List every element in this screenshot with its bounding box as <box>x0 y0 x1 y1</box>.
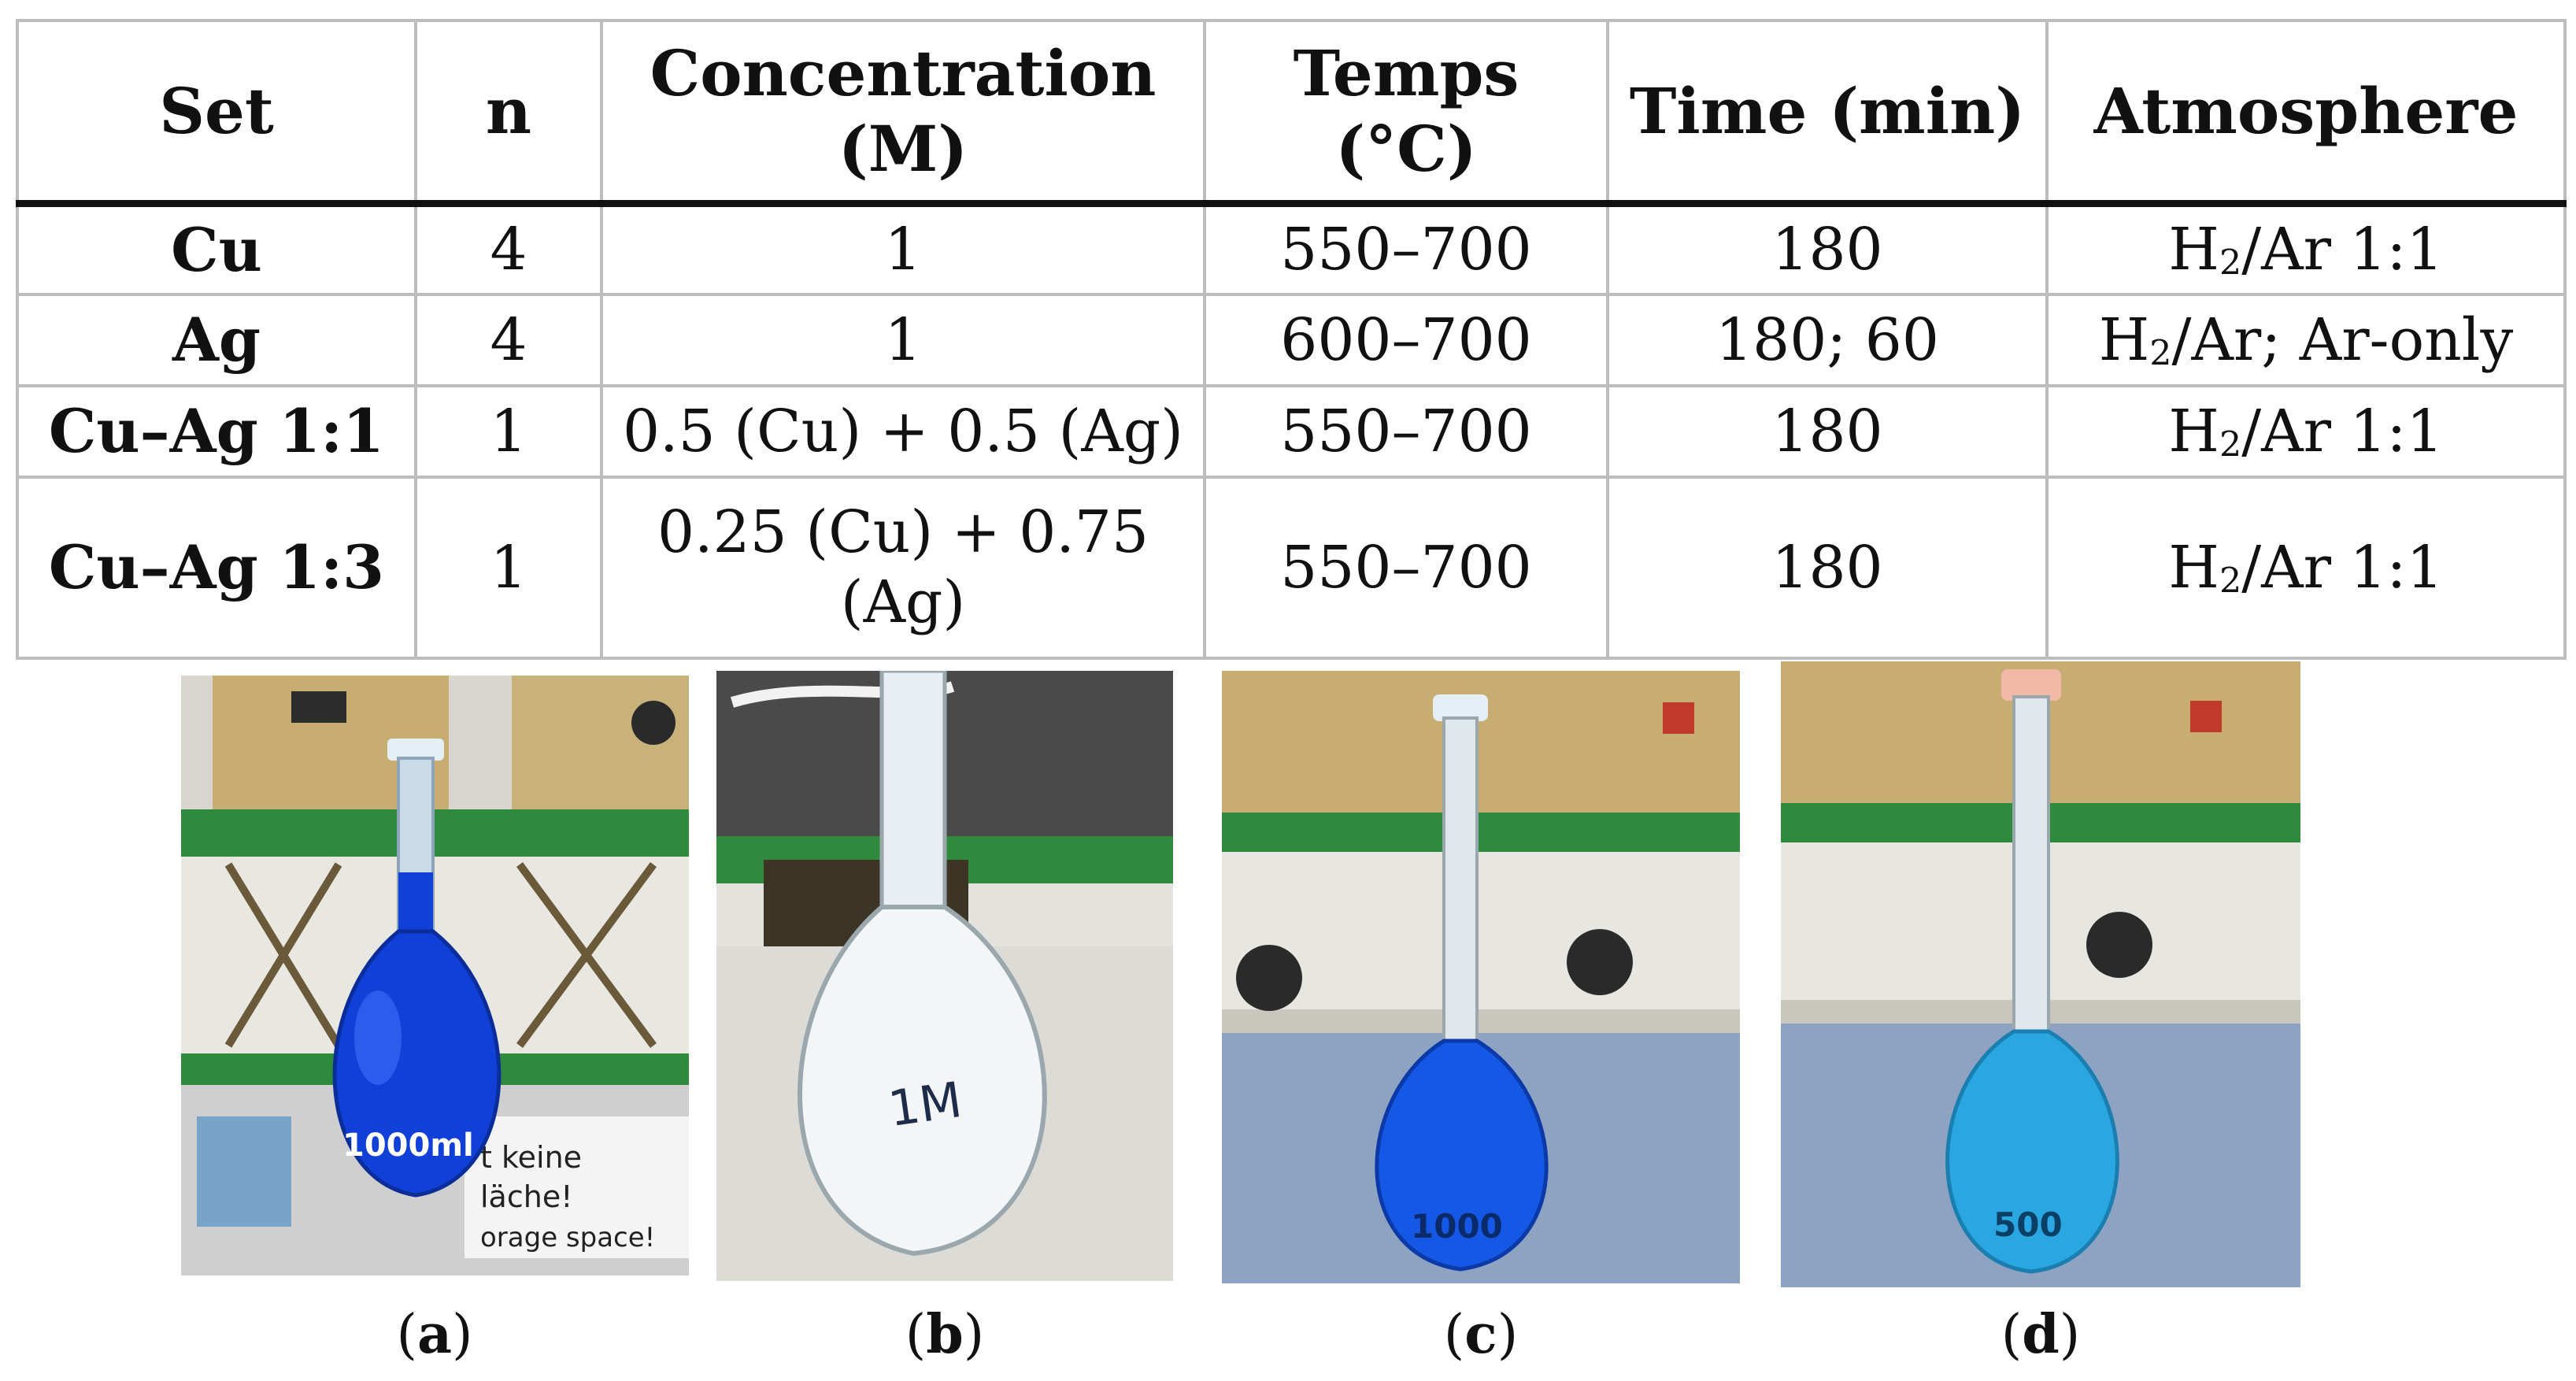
cell-atmosphere: H2/Ar; Ar-only <box>2045 293 2567 387</box>
cell-atmosphere: H2/Ar 1:1 <box>2045 384 2567 479</box>
photo-d-illustration: 500 <box>1781 661 2300 1287</box>
header-time: Time (min) <box>1606 19 2049 207</box>
caption-a-letter: a <box>416 1303 453 1366</box>
atm-sub: 2 <box>2219 561 2242 602</box>
cell-temps: 550–700 <box>1203 476 1609 660</box>
photo-d-light-blue-flask: 500 <box>1781 661 2300 1287</box>
header-concentration-line1: Concentration <box>650 35 1157 110</box>
table-row: Cu–Ag 1:1 1 0.5 (Cu) + 0.5 (Ag) 550–700 … <box>16 384 2567 479</box>
photo-b-clear-flask: 1M <box>716 671 1173 1281</box>
photo-c-illustration: 1000 <box>1222 671 1740 1283</box>
cell-set: Cu–Ag 1:3 <box>16 476 417 660</box>
cell-time: 180 <box>1606 476 2049 660</box>
caption-c-letter: c <box>1464 1303 1497 1366</box>
caption-d: (d) <box>2000 1303 2081 1366</box>
atm-sub: 2 <box>2149 333 2172 374</box>
photo-c-blue-flask: 1000 <box>1222 671 1740 1283</box>
photo-a-illustration: t keine läche! orage space! 1000ml <box>181 676 689 1275</box>
photo-a-dark-blue-flask: t keine läche! orage space! 1000ml <box>181 676 689 1275</box>
parameters-table-container: Set n Concentration (M) Temps (°C) Time … <box>16 19 2567 660</box>
cell-n: 1 <box>414 384 603 479</box>
cell-temps: 550–700 <box>1203 202 1609 296</box>
header-temps: Temps (°C) <box>1203 19 1609 207</box>
header-atmosphere: Atmosphere <box>2045 19 2567 207</box>
cell-concentration: 1 <box>600 293 1206 387</box>
cell-set: Cu–Ag 1:1 <box>16 384 417 479</box>
atm-pre: H <box>2168 397 2219 465</box>
photo-b-illustration: 1M <box>716 671 1173 1281</box>
table-row: Cu–Ag 1:3 1 0.25 (Cu) + 0.75 (Ag) 550–70… <box>16 476 2567 660</box>
cell-concentration: 0.25 (Cu) + 0.75 (Ag) <box>600 476 1206 660</box>
atm-post: /Ar 1:1 <box>2241 533 2444 602</box>
atm-sub: 2 <box>2219 243 2242 283</box>
flask-d-label: 500 <box>1993 1205 2063 1244</box>
cell-atmosphere: H2/Ar 1:1 <box>2045 202 2567 296</box>
header-concentration: Concentration (M) <box>600 19 1206 207</box>
table-row: Ag 4 1 600–700 180; 60 H2/Ar; Ar-only <box>16 293 2567 387</box>
flask-a-label: 1000ml <box>342 1127 474 1164</box>
cell-temps: 550–700 <box>1203 384 1609 479</box>
cell-time: 180; 60 <box>1606 293 2049 387</box>
cell-concentration-line2: (Ag) <box>840 568 966 636</box>
caption-d-letter: d <box>2022 1303 2060 1366</box>
atm-post: /Ar 1:1 <box>2241 397 2444 465</box>
sign-line-1: t keine <box>480 1140 582 1175</box>
caption-a: (a) <box>396 1303 473 1366</box>
flask-b-label: 1M <box>885 1071 965 1138</box>
table-header-row: Set n Concentration (M) Temps (°C) Time … <box>16 19 2567 207</box>
cell-time: 180 <box>1606 202 2049 296</box>
header-temps-line1: Temps <box>1293 35 1519 110</box>
cell-concentration-line1: 0.25 (Cu) + 0.75 <box>657 498 1149 567</box>
cell-set: Ag <box>16 293 417 387</box>
cell-temps: 600–700 <box>1203 293 1609 387</box>
cell-n: 1 <box>414 476 603 660</box>
cell-concentration: 1 <box>600 202 1206 296</box>
atm-pre: H <box>2168 533 2219 602</box>
cell-n: 4 <box>414 202 603 296</box>
parameters-table: Set n Concentration (M) Temps (°C) Time … <box>16 19 2567 660</box>
caption-b-letter: b <box>926 1303 964 1366</box>
sign-line-3: orage space! <box>480 1222 655 1253</box>
atm-sub: 2 <box>2219 424 2242 465</box>
atm-post: /Ar; Ar-only <box>2171 305 2514 374</box>
atm-pre: H <box>2168 215 2219 283</box>
atm-post: /Ar 1:1 <box>2241 215 2444 283</box>
flask-c-label: 1000 <box>1411 1207 1503 1246</box>
cell-set: Cu <box>16 202 417 296</box>
cell-atmosphere: H2/Ar 1:1 <box>2045 476 2567 660</box>
table-row: Cu 4 1 550–700 180 H2/Ar 1:1 <box>16 202 2567 296</box>
header-n: n <box>414 19 603 207</box>
cell-time: 180 <box>1606 384 2049 479</box>
header-set: Set <box>16 19 417 207</box>
caption-b: (b) <box>905 1303 985 1366</box>
caption-c: (c) <box>1443 1303 1519 1366</box>
header-concentration-line2: (M) <box>838 111 968 186</box>
sign-line-2: läche! <box>480 1179 572 1214</box>
cell-concentration: 0.5 (Cu) + 0.5 (Ag) <box>600 384 1206 479</box>
atm-pre: H <box>2098 305 2150 374</box>
cell-n: 4 <box>414 293 603 387</box>
header-temps-line2: (°C) <box>1335 111 1477 186</box>
